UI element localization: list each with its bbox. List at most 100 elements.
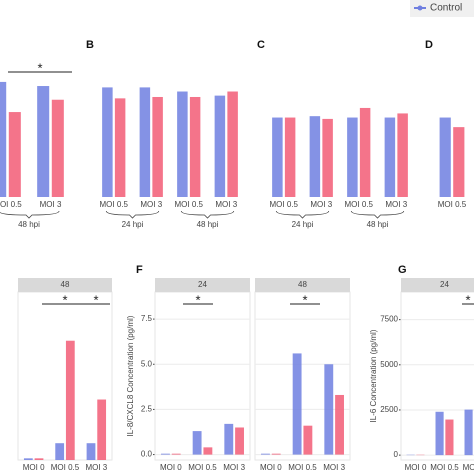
x-tick-label: MOI 0.5: [188, 463, 217, 472]
legend-label: Control: [430, 3, 462, 14]
panel-letter: G: [398, 264, 407, 276]
bar: [177, 91, 188, 197]
x-tick-label: MOI 3: [140, 200, 162, 209]
x-tick-label: MOI 0: [260, 463, 282, 472]
bar: [0, 81, 7, 197]
x-tick-label: MOI 3: [215, 200, 237, 209]
bar: [97, 399, 107, 460]
y-tick-label: 2.5: [141, 405, 153, 414]
facet-strip: [18, 278, 112, 292]
bar: [284, 117, 296, 197]
bar: [261, 453, 270, 455]
x-tick-label: MOI 0.5: [438, 200, 467, 209]
bar: [34, 458, 44, 460]
x-tick-label: MOI 3: [40, 200, 62, 209]
x-tick-label: MOI 0: [160, 463, 182, 472]
bar: [192, 431, 202, 455]
bar: [397, 113, 408, 197]
bar: [292, 353, 302, 455]
bar: [272, 117, 283, 197]
bar: [102, 87, 113, 197]
bar: [359, 107, 371, 197]
bar: [335, 394, 344, 455]
bar: [464, 409, 473, 456]
facet-title: 48: [61, 280, 70, 289]
x-tick-label: MOI 3: [323, 463, 345, 472]
bar: [152, 96, 163, 197]
group-brace: [275, 210, 330, 219]
annotation: *: [465, 292, 470, 307]
bar: [347, 117, 358, 197]
bar: [161, 453, 170, 455]
bar: [309, 116, 321, 197]
y-tick-label: 5.0: [141, 359, 153, 368]
y-tick-label: 0.0: [141, 450, 153, 459]
bar: [214, 95, 226, 197]
y-axis-label: IL-8/CXCL8 Concentration (pg/ml): [126, 315, 135, 436]
group-brace: [180, 210, 235, 219]
bar: [324, 364, 334, 455]
bar: [203, 447, 213, 455]
group-label: 48 hpi: [197, 220, 219, 229]
bar: [114, 98, 126, 197]
bar: [189, 96, 201, 197]
annotation: *: [302, 292, 307, 307]
bar: [439, 117, 451, 197]
y-tick-label: 0: [394, 450, 399, 459]
bar: [55, 443, 65, 460]
bar: [235, 427, 244, 455]
panel-letter: D: [425, 39, 433, 51]
bar: [384, 117, 396, 197]
facet-title: 48: [298, 280, 307, 289]
bar: [435, 411, 444, 456]
x-tick-label: MOI 0: [23, 463, 45, 472]
x-tick-label: MOI 0.5: [0, 200, 22, 209]
group-brace: [105, 210, 160, 219]
group-brace: [350, 210, 405, 219]
y-tick-label: 2500: [380, 405, 398, 414]
facet-title: 24: [198, 280, 207, 289]
annotation: *: [195, 292, 200, 307]
x-tick-label: MOI 3: [85, 463, 107, 472]
annotation: *: [37, 60, 42, 75]
x-tick-label: MOI 0: [405, 463, 427, 472]
y-tick-label: 7500: [380, 315, 398, 324]
bar: [139, 87, 151, 197]
bar: [271, 453, 281, 455]
bar: [453, 127, 465, 197]
bar: [65, 340, 75, 460]
panel-background: [17, 291, 113, 461]
panel-background: [154, 291, 251, 461]
bar: [445, 419, 454, 456]
facet-title: 24: [440, 280, 449, 289]
bar: [86, 443, 96, 460]
group-label: 48 hpi: [367, 220, 389, 229]
x-tick-label: MOI 3: [310, 200, 332, 209]
bar: [227, 91, 238, 197]
panel-letter: B: [86, 39, 94, 51]
x-tick-label: MOI 0.5: [345, 200, 374, 209]
bar: [171, 453, 181, 455]
bar: [37, 86, 50, 197]
bar: [303, 425, 313, 455]
group-label: 24 hpi: [292, 220, 314, 229]
facet-strip: [401, 278, 474, 292]
x-tick-label: MOI 3: [223, 463, 245, 472]
group-label: 24 hpi: [122, 220, 144, 229]
x-tick-label: MOI 3: [385, 200, 407, 209]
facet-strip: [255, 278, 350, 292]
y-tick-label: 7.5: [141, 314, 153, 323]
bar: [8, 112, 21, 197]
x-tick-label: MOI 0.5: [51, 463, 80, 472]
annotation: *: [62, 292, 67, 307]
x-tick-label: MOI 0.5: [288, 463, 317, 472]
panel-background: [254, 291, 351, 461]
annotation: *: [93, 292, 98, 307]
bar: [23, 458, 33, 460]
x-tick-label: MOI 3: [463, 463, 474, 472]
group-brace: [0, 210, 60, 219]
x-tick-label: MOI 0.5: [100, 200, 129, 209]
x-tick-label: MOI 0.5: [270, 200, 299, 209]
bar: [51, 99, 64, 197]
